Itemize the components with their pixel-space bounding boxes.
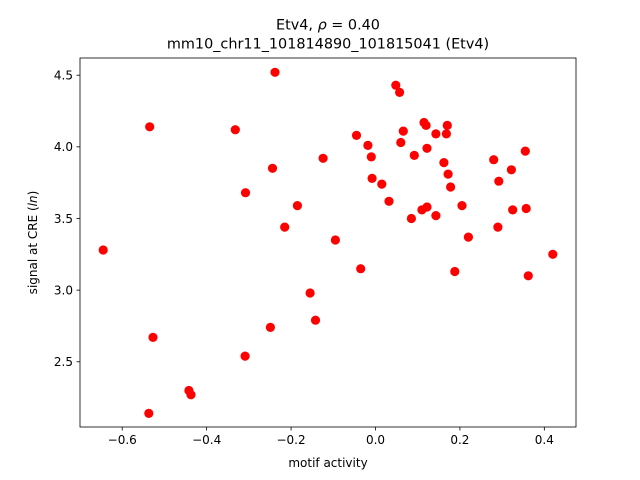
x-axis-label: motif activity [288,456,367,470]
chart-title-line2: mm10_chr11_101814890_101815041 (Etv4) [167,37,489,53]
data-point [446,182,456,192]
x-tick-label: 0.0 [366,433,385,447]
data-point [144,408,154,418]
data-point [431,129,441,139]
x-tick-label: −0.2 [276,433,305,447]
data-point [310,315,321,325]
data-point [366,152,376,162]
y-tick-label: 2.5 [54,355,73,369]
y-axis-ticks: 2.5 3.0 3.5 4.0 4.5 [54,68,80,369]
data-point [463,232,473,242]
data-point [409,150,419,160]
data-point [356,264,366,274]
data-point [450,266,460,277]
data-point [508,205,518,215]
points-layer [98,67,558,418]
data-point [489,155,499,165]
x-tick-label: 0.2 [450,433,469,447]
data-point [240,351,250,361]
data-point [267,163,278,173]
data-point [441,129,451,139]
data-point [421,120,431,130]
data-point [377,179,387,189]
x-axis-ticks: −0.6 −0.4 −0.2 0.0 0.2 0.4 [108,427,554,447]
data-point [363,140,373,150]
data-point [442,120,452,130]
y-axis-label-italic: ln [26,195,40,206]
data-point [457,201,467,211]
data-point [240,188,251,198]
y-axis-label-prefix: signal at CRE ( [26,206,40,294]
data-point [318,153,328,163]
title-rho-value: = 0.40 [327,18,380,34]
title-rho-symbol: ρ [318,18,327,34]
data-point [186,390,196,400]
data-point [280,222,290,232]
data-point [145,122,155,132]
data-point [148,332,158,342]
data-point [98,245,108,255]
y-axis-label: signal at CRE (ln) [26,191,40,295]
x-tick-label: −0.6 [108,433,137,447]
x-tick-label: 0.4 [535,433,554,447]
data-point [391,80,401,90]
data-point [523,271,533,281]
data-point [494,176,504,186]
data-point [406,213,416,224]
data-point [367,173,377,183]
y-tick-label: 4.5 [54,68,73,82]
data-point [431,211,441,221]
chart-title-line1: Etv4, ρ = 0.40 [276,18,380,34]
data-point [351,130,362,140]
data-point [265,322,275,332]
data-point [439,158,449,168]
data-point [330,235,340,245]
data-point [521,203,531,214]
data-point [443,169,453,179]
data-point [396,137,406,148]
data-point [270,67,280,77]
data-point [384,196,394,206]
data-point [305,288,315,298]
data-point [422,143,432,153]
plot-area-frame [79,57,577,428]
y-tick-label: 3.0 [54,283,73,297]
data-point [520,146,530,156]
data-point [548,249,558,259]
x-tick-label: −0.4 [192,433,221,447]
data-point [395,87,405,97]
data-point [422,202,432,212]
y-tick-label: 3.5 [54,212,73,226]
data-point [292,201,302,211]
data-point [230,125,240,135]
data-point [398,126,408,136]
y-axis-label-suffix: ) [26,191,40,196]
data-point [493,222,503,232]
title-prefix: Etv4, [276,18,318,34]
y-tick-label: 4.0 [54,140,73,154]
data-point [506,165,516,175]
